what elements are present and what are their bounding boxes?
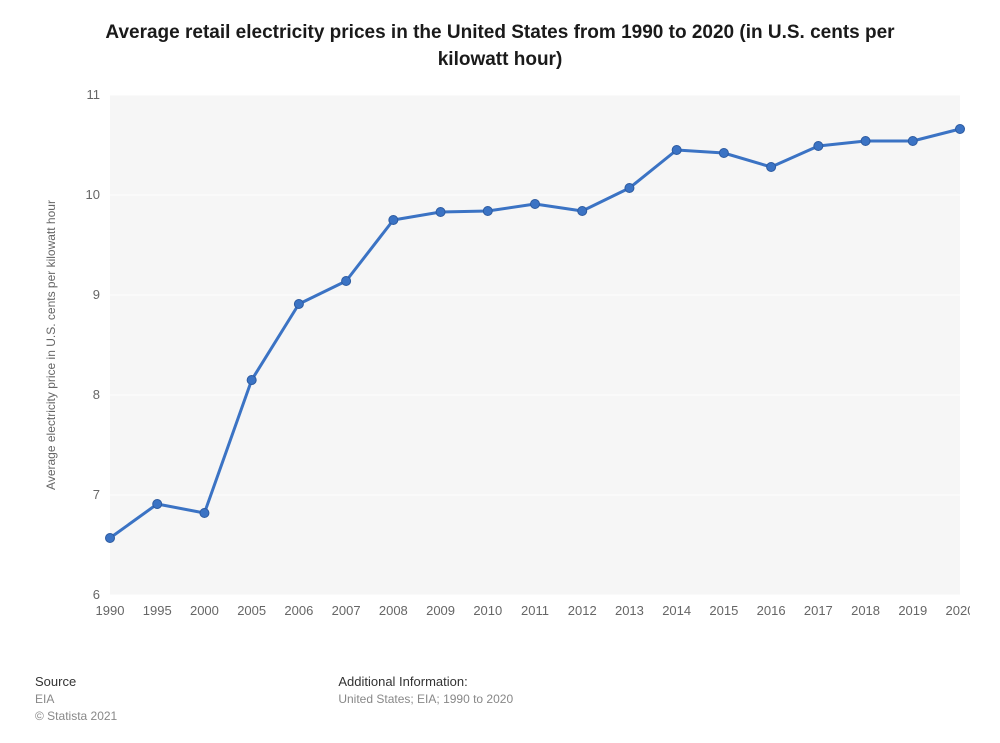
x-tick-label: 2000 [190, 603, 219, 618]
data-marker[interactable] [436, 208, 445, 217]
y-tick-label: 7 [93, 487, 100, 502]
data-marker[interactable] [908, 137, 917, 146]
x-tick-label: 2020 [946, 603, 970, 618]
copyright: © Statista 2021 [35, 708, 335, 725]
x-tick-label: 2006 [284, 603, 313, 618]
data-marker[interactable] [106, 534, 115, 543]
footer-source-col: Source EIA © Statista 2021 [35, 674, 335, 725]
data-marker[interactable] [531, 200, 540, 209]
data-marker[interactable] [483, 207, 492, 216]
data-marker[interactable] [342, 277, 351, 286]
data-marker[interactable] [247, 376, 256, 385]
x-tick-label: 1990 [96, 603, 125, 618]
footer-addl-col: Additional Information: United States; E… [338, 674, 513, 708]
data-marker[interactable] [956, 125, 965, 134]
chart-footer: Source EIA © Statista 2021 Additional In… [35, 674, 965, 725]
x-tick-label: 2015 [709, 603, 738, 618]
x-tick-label: 2011 [521, 603, 549, 618]
plot-background [110, 95, 960, 595]
data-marker[interactable] [625, 184, 634, 193]
source-label: Source [35, 674, 335, 689]
y-tick-label: 6 [93, 587, 100, 602]
addl-value: United States; EIA; 1990 to 2020 [338, 691, 513, 708]
chart-area: 6 7 8 9 10 11 1990 1995 2000 2005 2006 2007 2008 2009… [35, 85, 970, 640]
y-tick-label: 10 [86, 187, 100, 202]
x-tick-label: 2005 [237, 603, 266, 618]
y-tick-label: 11 [87, 87, 101, 102]
x-tick-label: 2010 [473, 603, 502, 618]
x-tick-label: 2012 [568, 603, 597, 618]
y-tick-label: 8 [93, 387, 100, 402]
x-tick-label: 2008 [379, 603, 408, 618]
addl-label: Additional Information: [338, 674, 513, 689]
x-tick-label: 2016 [757, 603, 786, 618]
line-chart-svg: 6 7 8 9 10 11 1990 1995 2000 2005 2006 2007 2008 2009… [35, 85, 970, 640]
data-marker[interactable] [389, 216, 398, 225]
data-marker[interactable] [294, 300, 303, 309]
y-axis-label: Average electricity price in U.S. cents … [44, 200, 58, 490]
x-tick-label: 2019 [898, 603, 927, 618]
x-tick-label: 2013 [615, 603, 644, 618]
data-marker[interactable] [814, 142, 823, 151]
data-marker[interactable] [578, 207, 587, 216]
x-tick-label: 2017 [804, 603, 833, 618]
source-value: EIA [35, 691, 335, 708]
data-marker[interactable] [767, 163, 776, 172]
data-marker[interactable] [861, 137, 870, 146]
x-tick-label: 2014 [662, 603, 691, 618]
x-tick-label: 2018 [851, 603, 880, 618]
data-marker[interactable] [672, 146, 681, 155]
x-tick-label: 1995 [143, 603, 172, 618]
chart-container: Average retail electricity prices in the… [0, 0, 1000, 743]
y-tick-label: 9 [93, 287, 100, 302]
data-marker[interactable] [719, 149, 728, 158]
chart-title: Average retail electricity prices in the… [0, 0, 1000, 83]
data-marker[interactable] [200, 509, 209, 518]
x-tick-label: 2007 [332, 603, 361, 618]
x-tick-label: 2009 [426, 603, 455, 618]
data-marker[interactable] [153, 500, 162, 509]
